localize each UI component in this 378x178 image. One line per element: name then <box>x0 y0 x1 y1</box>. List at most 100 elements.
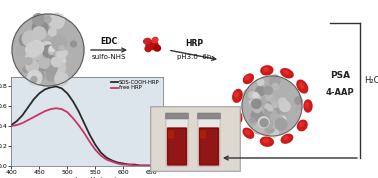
Ellipse shape <box>263 68 268 71</box>
Ellipse shape <box>235 112 238 118</box>
Circle shape <box>271 117 280 127</box>
Circle shape <box>59 45 64 50</box>
Circle shape <box>22 31 38 46</box>
Circle shape <box>51 57 61 67</box>
SOS-COOH-HRP <box>93 144 98 146</box>
Circle shape <box>51 64 59 71</box>
free HRP <box>121 163 125 166</box>
Circle shape <box>270 75 280 86</box>
Ellipse shape <box>261 66 273 75</box>
Circle shape <box>269 100 275 106</box>
Circle shape <box>34 57 47 71</box>
Circle shape <box>59 74 65 80</box>
free HRP <box>82 132 87 134</box>
free HRP <box>65 111 70 113</box>
Ellipse shape <box>260 137 273 146</box>
Circle shape <box>265 104 277 116</box>
Circle shape <box>267 96 272 100</box>
Circle shape <box>254 124 263 134</box>
SOS-COOH-HRP <box>82 122 87 124</box>
SOS-COOH-HRP <box>37 92 42 94</box>
Circle shape <box>49 28 56 36</box>
Circle shape <box>71 41 76 47</box>
Circle shape <box>267 101 277 111</box>
FancyBboxPatch shape <box>198 114 220 166</box>
SOS-COOH-HRP <box>87 134 92 136</box>
Ellipse shape <box>245 130 249 134</box>
Circle shape <box>33 14 44 25</box>
Ellipse shape <box>145 46 151 52</box>
Circle shape <box>30 47 43 60</box>
Ellipse shape <box>235 92 239 97</box>
Circle shape <box>17 46 26 56</box>
FancyBboxPatch shape <box>167 128 186 165</box>
FancyBboxPatch shape <box>169 131 173 138</box>
Circle shape <box>29 47 37 55</box>
Circle shape <box>29 68 44 83</box>
Ellipse shape <box>153 45 161 51</box>
Circle shape <box>12 14 84 86</box>
Circle shape <box>45 53 50 58</box>
SOS-COOH-HRP <box>54 85 59 88</box>
free HRP <box>31 116 36 118</box>
Circle shape <box>29 31 44 46</box>
Circle shape <box>49 46 54 52</box>
Legend: SOS-COOH-HRP, free HRP: SOS-COOH-HRP, free HRP <box>111 79 160 91</box>
SOS-COOH-HRP <box>115 161 120 164</box>
Circle shape <box>31 77 37 82</box>
Circle shape <box>19 33 34 47</box>
Circle shape <box>275 118 287 130</box>
SOS-COOH-HRP <box>43 88 47 90</box>
Ellipse shape <box>243 128 254 138</box>
FancyBboxPatch shape <box>197 113 220 119</box>
FancyBboxPatch shape <box>152 108 238 169</box>
SOS-COOH-HRP <box>121 163 125 165</box>
Circle shape <box>296 105 301 110</box>
Circle shape <box>267 105 273 111</box>
Circle shape <box>257 79 264 85</box>
Ellipse shape <box>284 70 288 74</box>
Circle shape <box>60 58 66 64</box>
free HRP <box>115 163 120 165</box>
Circle shape <box>273 104 278 110</box>
Ellipse shape <box>305 103 308 107</box>
X-axis label: wavelength (nm): wavelength (nm) <box>57 176 117 178</box>
Circle shape <box>260 97 272 109</box>
SOS-COOH-HRP <box>155 164 159 167</box>
Circle shape <box>42 43 55 57</box>
Circle shape <box>273 124 278 129</box>
free HRP <box>71 117 75 119</box>
Circle shape <box>62 50 68 55</box>
Circle shape <box>49 13 64 29</box>
Ellipse shape <box>299 122 303 127</box>
Circle shape <box>270 113 279 121</box>
Circle shape <box>42 45 54 57</box>
Text: pH3.0  6h: pH3.0 6h <box>177 54 211 60</box>
free HRP <box>15 124 19 126</box>
Ellipse shape <box>297 120 307 131</box>
SOS-COOH-HRP <box>110 159 115 162</box>
Circle shape <box>42 46 49 53</box>
Text: PSA: PSA <box>330 71 350 80</box>
Circle shape <box>258 117 269 128</box>
free HRP <box>155 164 159 167</box>
Circle shape <box>46 71 56 81</box>
Circle shape <box>47 46 56 55</box>
Circle shape <box>268 104 274 110</box>
Circle shape <box>40 41 55 56</box>
Circle shape <box>266 122 273 129</box>
Circle shape <box>55 41 66 52</box>
Text: 4-AAP: 4-AAP <box>326 88 354 97</box>
Circle shape <box>242 76 302 136</box>
Circle shape <box>53 41 59 47</box>
Circle shape <box>49 57 61 70</box>
free HRP <box>110 161 115 163</box>
SOS-COOH-HRP <box>20 114 25 116</box>
free HRP <box>87 141 92 143</box>
Circle shape <box>263 112 273 122</box>
SOS-COOH-HRP <box>104 157 109 159</box>
Circle shape <box>29 41 43 55</box>
Text: sulfo-NHS: sulfo-NHS <box>92 54 126 60</box>
SOS-COOH-HRP <box>71 100 75 102</box>
SOS-COOH-HRP <box>149 164 153 167</box>
